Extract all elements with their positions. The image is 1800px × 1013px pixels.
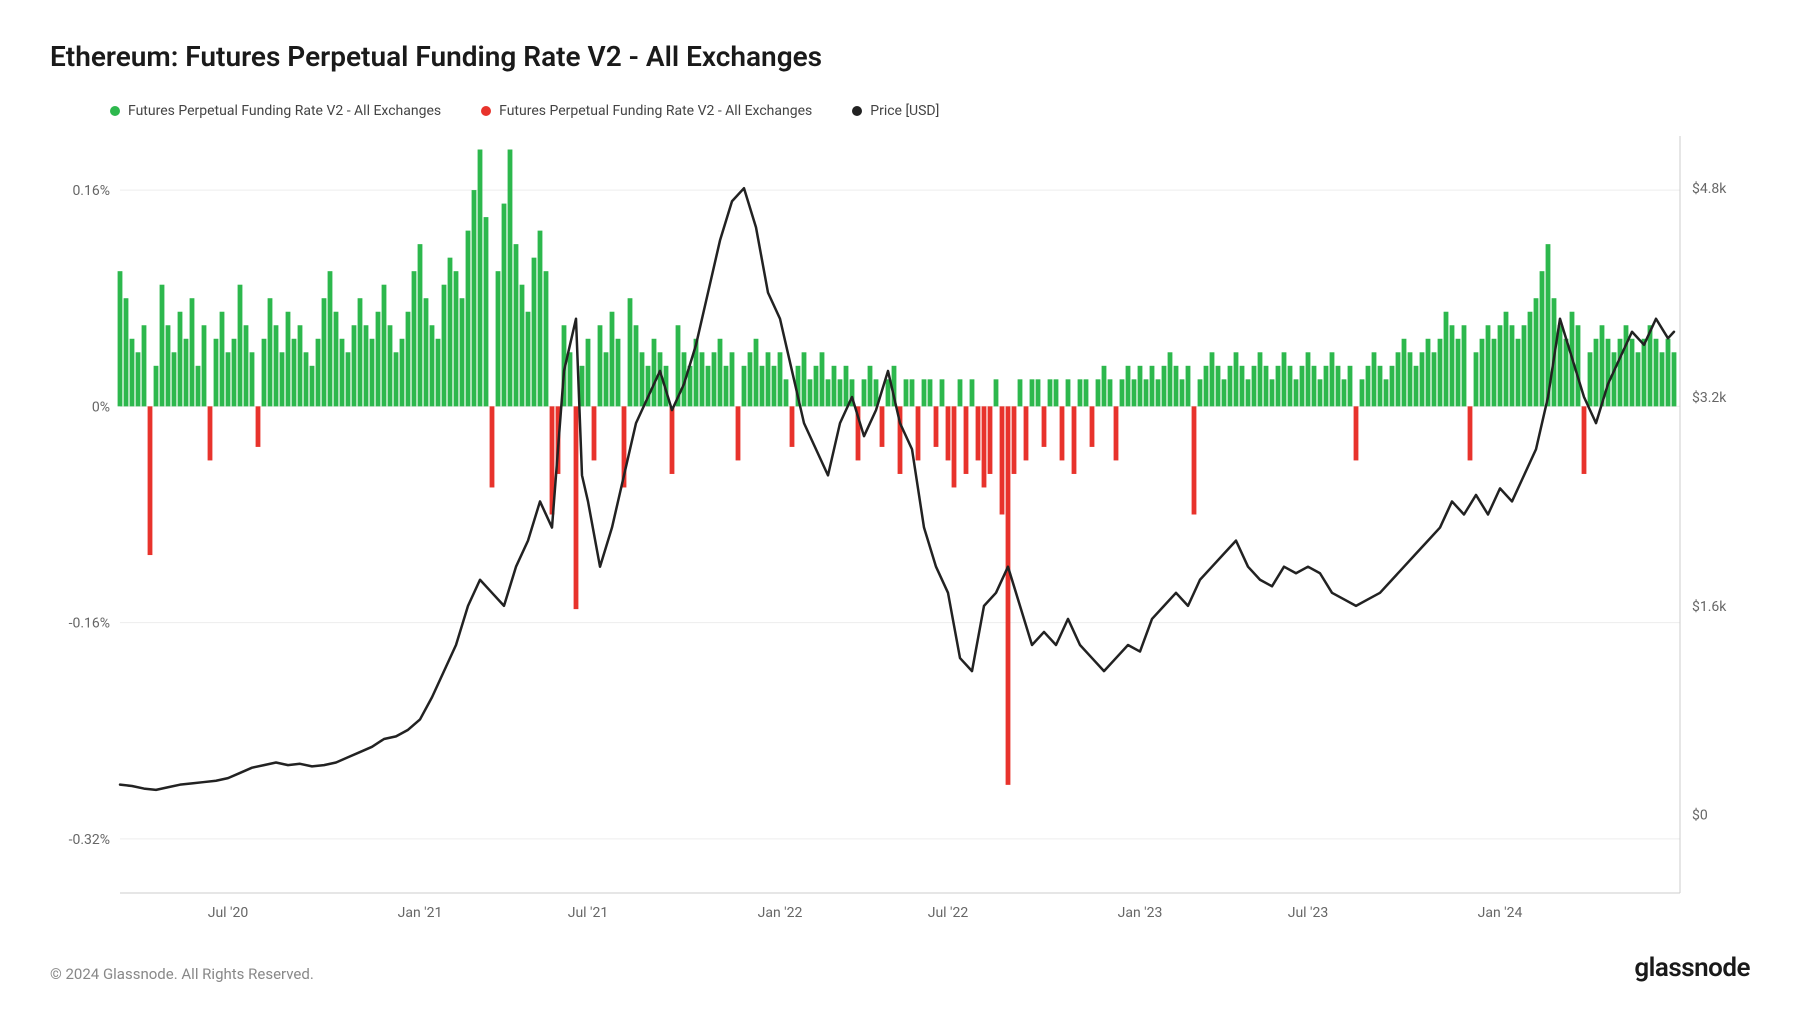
legend-item-price: Price [USD] [852, 103, 939, 119]
svg-text:Jul '20: Jul '20 [208, 905, 249, 921]
chart-legend: Futures Perpetual Funding Rate V2 - All … [110, 103, 1750, 119]
legend-item-positive: Futures Perpetual Funding Rate V2 - All … [110, 103, 441, 119]
brand-logo: glassnode [1634, 953, 1750, 983]
svg-text:Jan '24: Jan '24 [1478, 905, 1523, 921]
legend-dot-positive [110, 106, 120, 116]
copyright-text: © 2024 Glassnode. All Rights Reserved. [50, 965, 314, 983]
svg-text:0%: 0% [92, 399, 110, 415]
legend-dot-price [852, 106, 862, 116]
svg-text:-0.32%: -0.32% [69, 832, 110, 848]
svg-text:0.16%: 0.16% [72, 183, 110, 199]
svg-text:Jul '22: Jul '22 [928, 905, 969, 921]
svg-text:Jul '21: Jul '21 [568, 905, 609, 921]
svg-text:$0: $0 [1692, 807, 1708, 824]
legend-label-price: Price [USD] [870, 103, 939, 119]
page-title: Ethereum: Futures Perpetual Funding Rate… [50, 40, 1750, 73]
footer: © 2024 Glassnode. All Rights Reserved. g… [50, 953, 1750, 983]
legend-label-positive: Futures Perpetual Funding Rate V2 - All … [128, 103, 441, 119]
legend-item-negative: Futures Perpetual Funding Rate V2 - All … [481, 103, 812, 119]
svg-text:$3.2k: $3.2k [1692, 389, 1727, 406]
svg-text:Jul '23: Jul '23 [1288, 905, 1329, 921]
svg-text:$1.6k: $1.6k [1692, 598, 1727, 615]
svg-text:Jan '22: Jan '22 [758, 905, 803, 921]
svg-text:Jan '21: Jan '21 [398, 905, 443, 921]
svg-text:$4.8k: $4.8k [1692, 180, 1727, 197]
svg-text:-0.16%: -0.16% [69, 616, 110, 632]
svg-text:Jan '23: Jan '23 [1118, 905, 1163, 921]
chart-svg: 0.16% 0% -0.16% -0.32% $4.8k $3.2k $1.6k $0 Jul … [50, 131, 1750, 933]
chart-container: 0.16% 0% -0.16% -0.32% $4.8k $3.2k $1.6k $0 Jul … [50, 131, 1750, 933]
legend-dot-negative [481, 106, 491, 116]
legend-label-negative: Futures Perpetual Funding Rate V2 - All … [499, 103, 812, 119]
